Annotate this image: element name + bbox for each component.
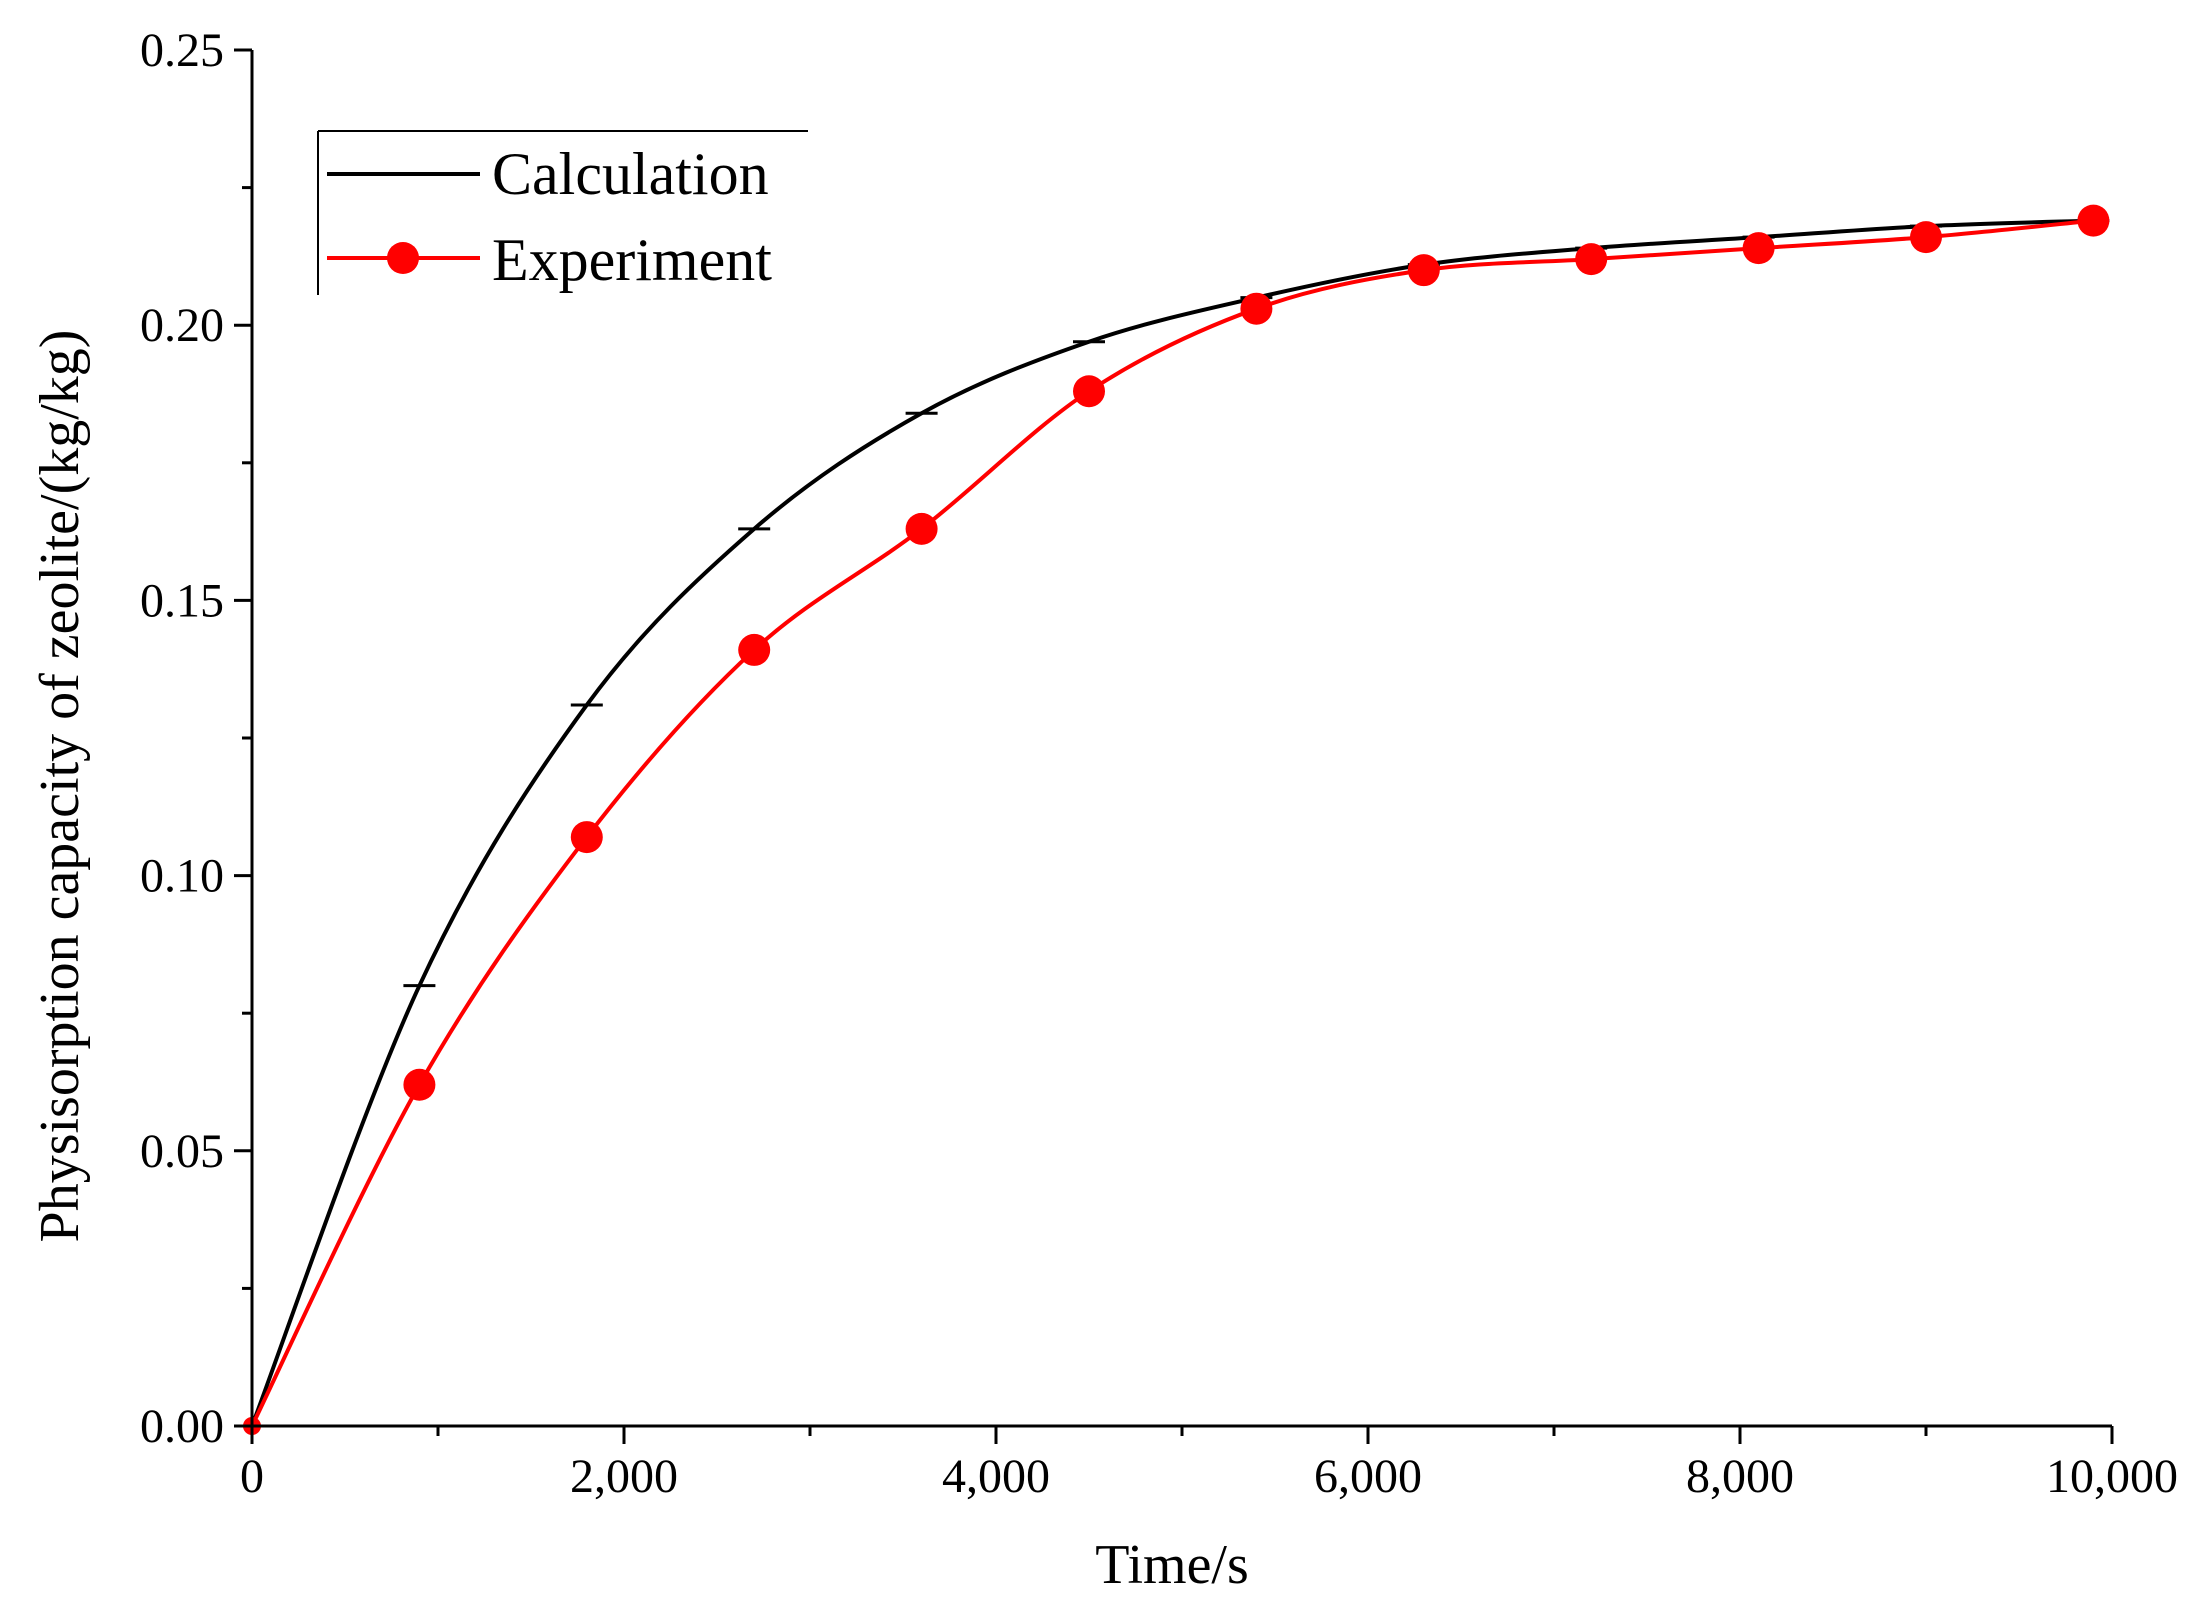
experiment-point bbox=[1073, 375, 1105, 408]
experiment-point bbox=[570, 821, 603, 854]
y-tick-label: 0.15 bbox=[140, 574, 224, 627]
series-line-experiment bbox=[250, 218, 2094, 1427]
axes: 0 2,000 4,000 6,000 8,000 10,000 0.00 0.05 0.10 0… bbox=[140, 24, 2178, 1503]
experiment-point bbox=[738, 633, 771, 666]
experiment-point bbox=[1910, 221, 1942, 254]
experiment-point bbox=[1575, 243, 1608, 276]
legend-label-calculation: Calculation bbox=[492, 141, 769, 207]
experiment-point bbox=[905, 512, 938, 545]
x-tick-label: 4,000 bbox=[942, 1450, 1050, 1503]
experiment-point bbox=[1742, 232, 1775, 265]
legend-label-experiment: Experiment bbox=[492, 227, 772, 293]
x-tick-label: 8,000 bbox=[1686, 1450, 1794, 1503]
y-tick-label: 0.00 bbox=[140, 1400, 224, 1453]
series-line-calculation bbox=[250, 218, 2094, 1427]
y-axis-title: Physisorption capacity of zeolite/(kg/kg… bbox=[29, 330, 91, 1243]
x-tick-label: 6,000 bbox=[1314, 1450, 1422, 1503]
legend-marker-experiment bbox=[387, 242, 419, 274]
experiment-point bbox=[403, 1068, 436, 1101]
experiment-point bbox=[1407, 254, 1440, 287]
x-axis-title: Time/s bbox=[1095, 1534, 1249, 1596]
y-tick-label: 0.05 bbox=[140, 1125, 224, 1178]
experiment-point bbox=[1240, 292, 1273, 325]
x-tick-label: 0 bbox=[240, 1450, 264, 1503]
y-tick-label: 0.10 bbox=[140, 850, 224, 903]
experiment-point bbox=[2077, 204, 2110, 237]
legend: Calculation Experiment bbox=[317, 130, 808, 295]
y-tick-label: 0.20 bbox=[140, 299, 224, 352]
x-tick-label: 10,000 bbox=[2046, 1450, 2178, 1503]
series-layer bbox=[243, 204, 2110, 1435]
y-tick-label: 0.25 bbox=[140, 24, 224, 77]
x-tick-label: 2,000 bbox=[570, 1450, 678, 1503]
